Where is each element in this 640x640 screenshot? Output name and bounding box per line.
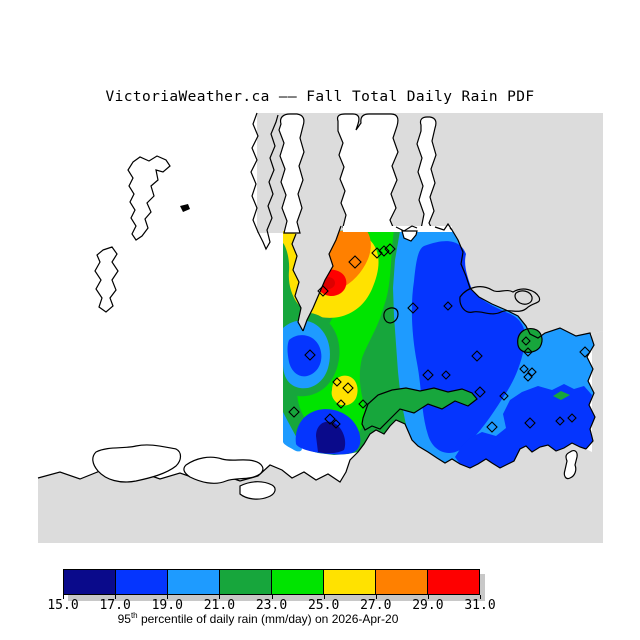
colorbar-segment [220, 570, 272, 594]
station-diamond [555, 416, 565, 426]
station-diamond [342, 382, 354, 394]
station-diamond [524, 417, 536, 429]
colorbar-tick-label: 21.0 [203, 598, 236, 613]
colorbar-segment [64, 570, 116, 594]
station-diamond [523, 372, 533, 382]
station-diamond [471, 350, 483, 362]
contour-blob-navy-south [316, 421, 346, 454]
land-bit-southwest-3 [239, 481, 276, 500]
coastal-green-tiny [553, 391, 570, 400]
island-west-north [127, 155, 171, 241]
colorbar-caption: 95th percentile of daily rain (mm/day) o… [117, 611, 399, 626]
coastal-green-strip [361, 387, 478, 431]
colorbar-tick-label: 27.0 [360, 598, 392, 613]
colorbar-tick-mark [427, 595, 429, 599]
station-diamond [499, 391, 509, 401]
station-diamond [324, 413, 336, 425]
island-and-lake-outlines [92, 155, 578, 500]
colorbar-tick-mark [271, 595, 273, 599]
station-diamond [519, 364, 529, 374]
colorbar-segment [324, 570, 376, 594]
contour-blob-yellow-small [331, 375, 358, 406]
colorbar-tick-mark [115, 595, 117, 599]
lake-outline-east [459, 286, 541, 315]
land-bit-southwest-2 [183, 456, 264, 484]
colorbar-tick-label: 15.0 [47, 598, 79, 613]
island-west-south [94, 246, 119, 313]
colorbar-tick-mark [480, 595, 481, 599]
station-diamond [348, 255, 362, 269]
colorbar-tick-label: 23.0 [255, 598, 288, 613]
colorbar-segment [116, 570, 168, 594]
station-diamond [441, 370, 451, 380]
contour-blob-blue-west [287, 335, 322, 377]
station-diamond [422, 369, 434, 381]
colorbar-segment [168, 570, 220, 594]
colorbar-tick-mark [219, 595, 221, 599]
station-diamond [358, 399, 368, 409]
colorbar-tick-mark [375, 595, 377, 599]
colorbar-tick-mark [63, 595, 64, 599]
colorbar-tick-mark [323, 595, 325, 599]
colorbar-tick-label: 29.0 [412, 598, 444, 613]
station-diamond [317, 285, 329, 297]
colorbar-tick-label: 19.0 [151, 598, 183, 613]
colorbar-tick-label: 31.0 [464, 598, 496, 613]
contour-blue-southeast [455, 384, 595, 468]
map-title: VictoriaWeather.ca –– Fall Total Daily R… [105, 89, 535, 105]
colorbar-segment [272, 570, 324, 594]
station-diamond [527, 367, 537, 377]
station-diamond [371, 247, 383, 259]
station-diamond [474, 386, 486, 398]
station-diamond [332, 377, 342, 387]
fjord-channels [278, 113, 453, 242]
islet-west [180, 204, 190, 212]
station-diamond [336, 399, 346, 409]
colorbar-tick-mark [167, 595, 169, 599]
colorbar-tick-label: 17.0 [99, 598, 131, 613]
lake-outline-east-2 [514, 290, 533, 305]
colorbar-segment [428, 570, 479, 594]
station-diamond [579, 346, 591, 358]
station-diamond [567, 413, 577, 423]
colorbar-tick-label: 25.0 [307, 598, 340, 613]
colorbar-segment [376, 570, 428, 594]
inlet-wedge [291, 225, 342, 332]
station-diamond [407, 302, 419, 314]
station-diamond [443, 301, 453, 311]
station-diamond [486, 421, 498, 433]
island-southeast [563, 450, 578, 480]
station-diamond [521, 336, 531, 346]
station-diamond [378, 245, 390, 257]
station-diamond [523, 347, 533, 357]
station-markers [288, 243, 591, 433]
station-diamond [331, 419, 341, 429]
land-bit-southwest-1 [92, 444, 182, 483]
station-diamond [288, 406, 300, 418]
colorbar [63, 569, 480, 595]
station-diamond [384, 243, 396, 255]
station-diamond [304, 349, 316, 361]
islet-outline-center [383, 307, 399, 324]
